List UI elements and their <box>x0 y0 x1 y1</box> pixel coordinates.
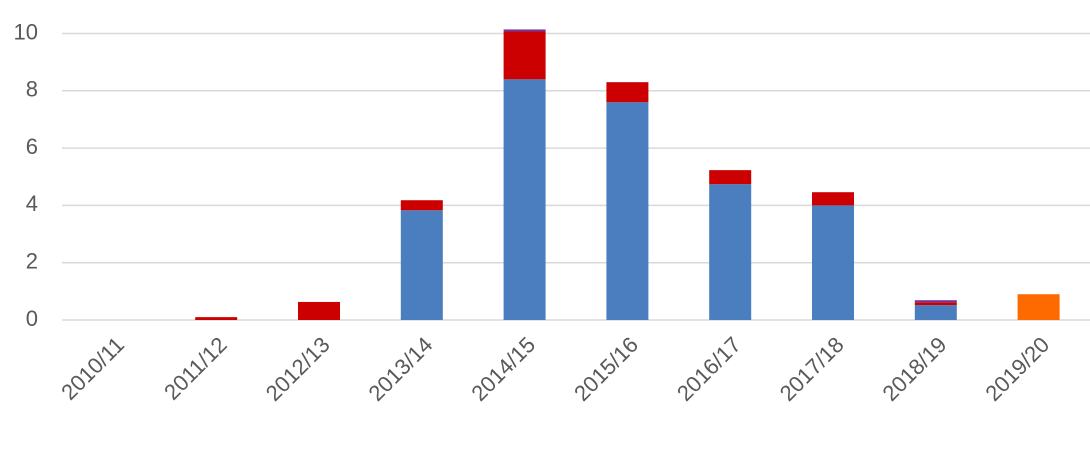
y-tick-label: 10 <box>14 19 38 44</box>
x-tick-label: 2011/12 <box>159 332 232 405</box>
y-tick-label: 8 <box>26 77 38 102</box>
bar-segment <box>503 31 546 80</box>
bar-segment <box>503 29 546 32</box>
bar-segment <box>914 305 957 320</box>
bar-segment <box>195 317 238 320</box>
bar-segment <box>606 82 649 103</box>
bar-segment <box>812 192 854 206</box>
y-tick-label: 2 <box>26 249 38 274</box>
bar-segment <box>709 184 752 320</box>
x-tick-label: 2012/13 <box>261 332 335 406</box>
bar-segment <box>812 205 854 320</box>
bar-segment <box>1017 294 1060 320</box>
x-tick-label: 2014/15 <box>466 332 540 406</box>
bar-segment <box>914 300 957 303</box>
x-tick-label: 2013/14 <box>364 332 438 406</box>
y-tick-label: 6 <box>26 134 38 159</box>
bar-segment <box>400 210 443 320</box>
bar-segment <box>606 102 649 320</box>
bar-segment <box>914 302 957 306</box>
y-tick-label: 0 <box>26 306 38 331</box>
x-tick-label: 2016/17 <box>672 332 746 406</box>
bar-segment <box>400 200 443 211</box>
bar-segment <box>298 301 340 320</box>
bar-segment <box>709 170 752 185</box>
x-tick-label: 2015/16 <box>569 332 643 406</box>
x-tick-label: 2018/19 <box>878 332 952 406</box>
bar-segment <box>503 79 546 320</box>
x-tick-label: 2010/11 <box>56 332 129 405</box>
x-tick-label: 2019/20 <box>980 332 1054 406</box>
y-tick-label: 4 <box>26 191 38 216</box>
x-tick-label: 2017/18 <box>775 332 849 406</box>
